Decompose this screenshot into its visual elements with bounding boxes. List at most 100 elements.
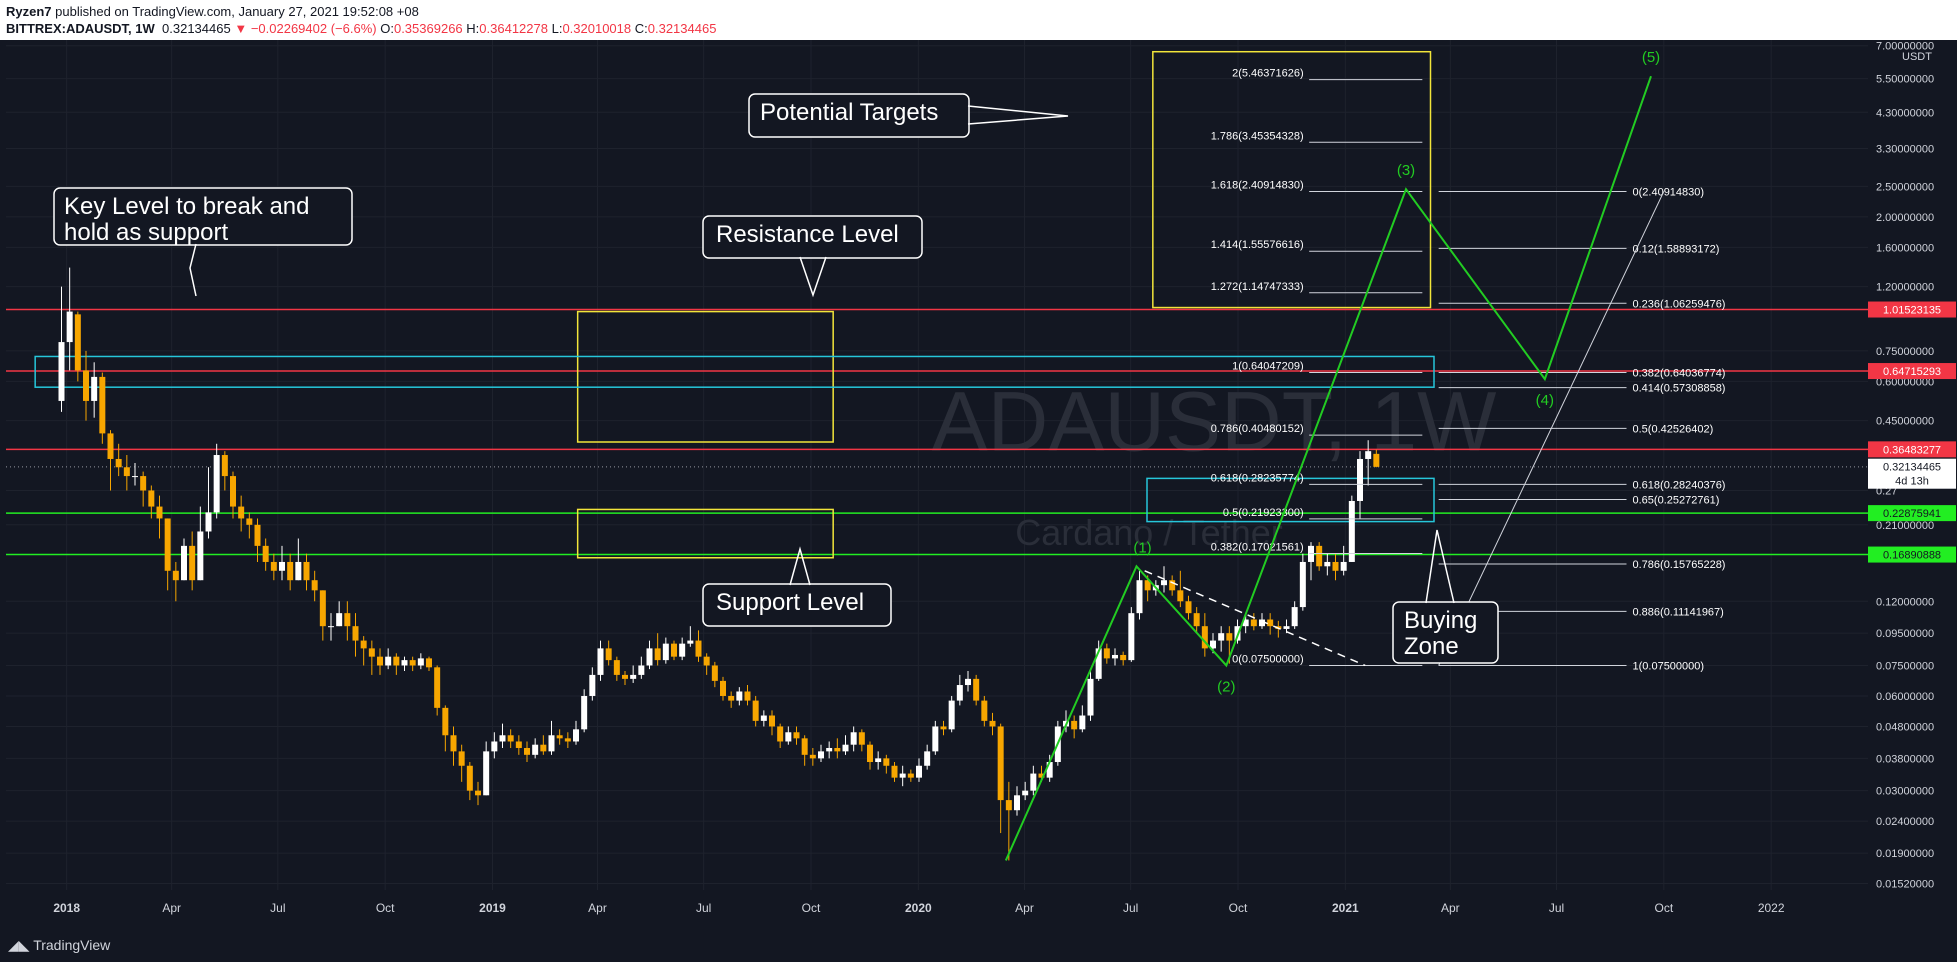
candle [515, 735, 522, 755]
candle-body [1169, 580, 1176, 591]
candle-body [777, 726, 784, 742]
y-tick-label: 2.00000000 [1876, 212, 1934, 224]
candle-body [279, 561, 285, 571]
price-change: −0.02269402 (−6.6%) [250, 21, 377, 36]
candle-body [140, 476, 147, 491]
candle [458, 744, 465, 782]
candle-body [1218, 633, 1225, 641]
candle-body [883, 758, 890, 766]
candle [213, 443, 220, 519]
candle-body [793, 732, 800, 739]
candle-body [1193, 613, 1200, 627]
candle-body [426, 658, 432, 668]
candle [899, 765, 906, 787]
candle [883, 754, 890, 774]
candle [940, 720, 947, 736]
support-callout-pointer [789, 546, 811, 586]
buying-zone-callout-text: Zone [1404, 633, 1459, 660]
candle [540, 735, 547, 755]
resistance-callout-text: Resistance Level [716, 221, 899, 248]
candle-body [1071, 720, 1078, 730]
fib-retracement-label: 0.5(0.42526402) [1633, 423, 1714, 435]
candle-body [1210, 640, 1216, 649]
price-tag-label: 0.22875941 [1883, 508, 1941, 520]
candle-body [360, 640, 367, 649]
candle-body [940, 726, 947, 730]
candle-body [442, 707, 449, 736]
y-tick-label: 0.21000000 [1876, 520, 1934, 532]
candle-body [295, 561, 302, 581]
targets-callout-text: Potential Targets [760, 99, 938, 126]
candle-body [336, 613, 343, 627]
candle-body [1120, 654, 1127, 661]
candle-body [1299, 561, 1306, 608]
candle [564, 732, 571, 748]
fib-extension-label: 1.786(3.45354328) [1211, 130, 1304, 142]
price-chart[interactable]: ADAUSDT, 1W Cardano / Tether 2(5.46371626)… [0, 40, 1957, 931]
open-label: O: [380, 21, 394, 36]
candle-body [769, 715, 775, 727]
candle-body [311, 580, 318, 591]
fib-extension-label: 1(0.64047209) [1232, 360, 1304, 372]
price-tag-label: 0.64715293 [1883, 366, 1941, 378]
candle [818, 744, 824, 763]
candle-body [605, 648, 612, 661]
fib-extension-label: 1.414(1.55576616) [1211, 239, 1304, 251]
candle-body [899, 773, 906, 778]
candle [1022, 781, 1029, 801]
wave-label: (2) [1217, 678, 1235, 695]
candle [1120, 651, 1127, 666]
candle-body [622, 674, 628, 679]
candle-body [1087, 678, 1094, 716]
candle-body [687, 640, 694, 644]
candle-body [613, 660, 620, 675]
candle-body [916, 765, 922, 778]
targets-callout-box [748, 93, 970, 138]
candle [752, 695, 759, 727]
candle [867, 741, 873, 770]
candle [246, 512, 253, 539]
candle-body [434, 667, 441, 708]
x-tick-label: Oct [1229, 901, 1248, 915]
candle-body [548, 735, 555, 752]
candle [989, 712, 996, 736]
candle-body [213, 455, 220, 513]
candle-body [1226, 633, 1233, 641]
candle-body [1022, 790, 1029, 796]
candle-body [973, 678, 980, 701]
x-tick-label: Jul [270, 901, 285, 915]
watermark-symbol: ADAUSDT, 1W [932, 375, 1497, 469]
candle [875, 751, 882, 770]
candle [1103, 643, 1110, 664]
candle-body [1038, 773, 1045, 778]
candle [1365, 440, 1372, 486]
candle [164, 518, 171, 591]
candle-body [132, 476, 138, 478]
candle-body [319, 590, 326, 627]
candle [426, 656, 432, 672]
candle [556, 729, 563, 745]
price-tag-bg [1868, 458, 1956, 475]
candle-body [262, 545, 269, 562]
candle [524, 741, 530, 763]
publisher-name[interactable]: Ryzen7 [6, 4, 52, 19]
candle [654, 633, 661, 666]
candle [916, 758, 922, 782]
x-tick-label: Apr [588, 901, 607, 915]
wave-label: (3) [1397, 162, 1415, 179]
high-label: H: [466, 21, 480, 36]
y-tick-label: 0.03000000 [1876, 786, 1934, 798]
candle [344, 601, 351, 641]
tradingview-logo[interactable]: ◢◣ TradingView [8, 937, 110, 954]
x-tick-label: Jul [696, 901, 711, 915]
candle [679, 637, 686, 661]
fib-extension-label: 2(5.46371626) [1232, 68, 1304, 80]
candle-body [1079, 715, 1086, 730]
candle-body [809, 754, 816, 759]
candle [597, 640, 604, 681]
price-tag: 0.64715293 [1868, 363, 1956, 380]
candle [842, 735, 849, 755]
candle [1316, 542, 1323, 571]
